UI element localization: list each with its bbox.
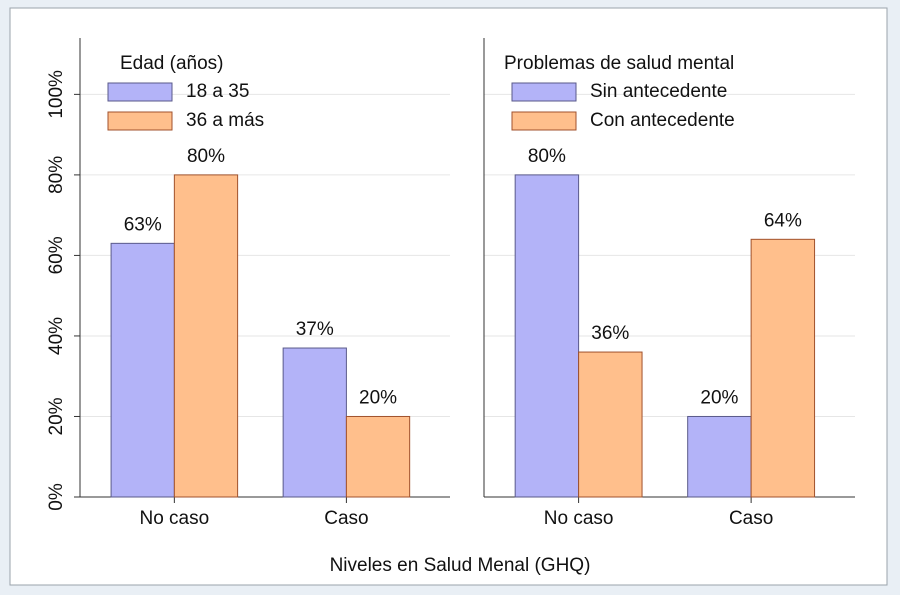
- bar: [345, 415, 411, 498]
- value-label: 80%: [528, 146, 566, 167]
- bar: [282, 347, 347, 498]
- value-label: 20%: [700, 387, 738, 408]
- legend-swatch: [107, 111, 173, 131]
- y-tick-label: 40%: [46, 317, 67, 355]
- value-label: 20%: [359, 387, 397, 408]
- legend-swatch: [511, 111, 577, 131]
- y-tick-label: 0%: [46, 483, 67, 511]
- x-tick-label: No caso: [544, 508, 614, 529]
- x-axis-title: Niveles en Salud Menal (GHQ): [330, 555, 591, 576]
- x-tick-label: No caso: [139, 508, 209, 529]
- legend-title: Edad (años): [120, 53, 224, 74]
- legend-title: Problemas de salud mental: [504, 53, 734, 74]
- y-tick-label: 20%: [46, 397, 67, 435]
- bar: [687, 415, 752, 498]
- value-label: 80%: [187, 146, 225, 167]
- bar: [750, 238, 816, 498]
- x-tick-label: Caso: [324, 508, 368, 529]
- legend-label: Sin antecedente: [590, 81, 727, 102]
- bar: [110, 242, 175, 498]
- legend-label: Con antecedente: [590, 110, 735, 131]
- bar: [578, 351, 643, 498]
- bar: [514, 174, 580, 498]
- legend-swatch: [511, 82, 577, 102]
- value-label: 64%: [764, 210, 802, 231]
- legend-label: 36 a más: [186, 110, 264, 131]
- legend-swatch: [107, 82, 173, 102]
- x-tick-label: Caso: [729, 508, 773, 529]
- value-label: 36%: [591, 323, 629, 344]
- y-tick-label: 80%: [46, 156, 67, 194]
- y-tick-label: 100%: [46, 70, 67, 119]
- bar: [173, 174, 239, 498]
- legend-label: 18 a 35: [186, 81, 249, 102]
- value-label: 63%: [124, 214, 162, 235]
- y-tick-label: 60%: [46, 236, 67, 274]
- value-label: 37%: [296, 319, 334, 340]
